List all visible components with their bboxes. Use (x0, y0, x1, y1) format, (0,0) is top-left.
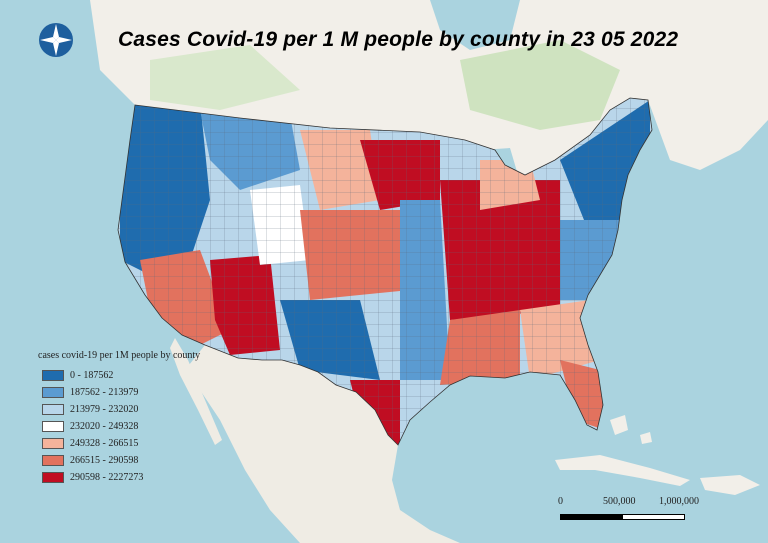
legend: cases covid-19 per 1M people by county 0… (38, 350, 238, 486)
legend-label: 290598 - 2227273 (70, 472, 144, 483)
scale-label-end: 1,000,000 (659, 496, 699, 507)
legend-swatch (42, 455, 64, 466)
legend-swatch (42, 472, 64, 483)
legend-swatch (42, 421, 64, 432)
legend-label: 249328 - 266515 (70, 438, 139, 449)
scale-label-start: 0 (558, 496, 563, 507)
canada-landmass (90, 0, 768, 175)
legend-label: 213979 - 232020 (70, 404, 139, 415)
legend-swatch (42, 387, 64, 398)
legend-label: 187562 - 213979 (70, 387, 139, 398)
legend-title: cases covid-19 per 1M people by county (38, 350, 201, 361)
scale-segment (561, 515, 623, 519)
legend-item: 213979 - 232020 (38, 401, 238, 418)
baja-california (170, 338, 222, 445)
hispaniola (700, 475, 760, 495)
legend-item: 0 - 187562 (38, 367, 238, 384)
legend-label: 232020 - 249328 (70, 421, 139, 432)
map-title: Cases Covid-19 per 1 M people by county … (118, 28, 679, 51)
bahamas (610, 415, 652, 444)
legend-swatch (42, 438, 64, 449)
legend-label: 0 - 187562 (70, 370, 114, 381)
legend-item: 249328 - 266515 (38, 435, 238, 452)
legend-label: 266515 - 290598 (70, 455, 139, 466)
scale-bar: 0 500,000 1,000,000 (555, 496, 699, 526)
scale-label-mid: 500,000 (603, 496, 636, 507)
legend-item: 290598 - 2227273 (38, 469, 238, 486)
canada-forest-2 (150, 45, 300, 110)
legend-item: 232020 - 249328 (38, 418, 238, 435)
legend-item: 266515 - 290598 (38, 452, 238, 469)
compass-rose-icon (39, 23, 73, 57)
mexico-landmass (185, 345, 460, 543)
scale-track (560, 514, 685, 520)
legend-item: 187562 - 213979 (38, 384, 238, 401)
legend-swatch (42, 404, 64, 415)
cuba (555, 455, 690, 486)
hudson-bay (430, 0, 520, 50)
us-outline (117, 97, 653, 446)
canada-forest (460, 40, 620, 130)
legend-swatch (42, 370, 64, 381)
